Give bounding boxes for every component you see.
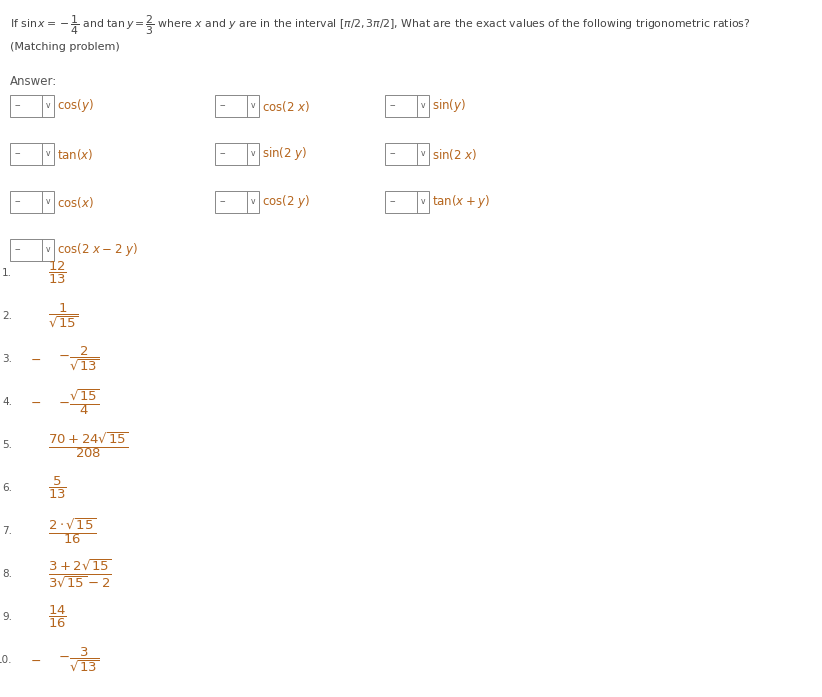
Bar [215, 143, 259, 165]
Text: --: -- [15, 197, 21, 206]
Text: $\sin(2\ x)$: $\sin(2\ x)$ [432, 146, 478, 162]
Text: 7.: 7. [2, 526, 12, 536]
Text: v: v [45, 245, 50, 254]
Text: v: v [421, 197, 425, 206]
Text: --: -- [15, 149, 21, 158]
Text: --: -- [390, 149, 396, 158]
Text: $\sin(y)$: $\sin(y)$ [432, 98, 466, 114]
Text: $\dfrac{1}{\sqrt{15}}$: $\dfrac{1}{\sqrt{15}}$ [48, 302, 79, 330]
Text: $\cos(2\ y)$: $\cos(2\ y)$ [262, 194, 310, 210]
Bar [10, 239, 54, 261]
Bar [215, 191, 259, 213]
Text: $\cos(2\ x)$: $\cos(2\ x)$ [262, 98, 310, 114]
Bar [10, 95, 54, 117]
Bar [385, 143, 429, 165]
Text: v: v [251, 102, 255, 111]
Text: 8.: 8. [2, 569, 12, 579]
Text: $\dfrac{14}{16}$: $\dfrac{14}{16}$ [48, 604, 67, 630]
Text: $-$: $-$ [30, 395, 41, 408]
Text: --: -- [219, 102, 226, 111]
Text: $\cos(2\ x - 2\ y)$: $\cos(2\ x - 2\ y)$ [57, 241, 138, 259]
Text: $\dfrac{5}{13}$: $\dfrac{5}{13}$ [48, 475, 67, 501]
Bar [385, 191, 429, 213]
Text: $-$: $-$ [30, 654, 41, 666]
Text: $\dfrac{70+24\sqrt{15}}{208}$: $\dfrac{70+24\sqrt{15}}{208}$ [48, 430, 128, 460]
Text: v: v [421, 102, 425, 111]
Text: $\cos(x)$: $\cos(x)$ [57, 194, 94, 210]
Text: v: v [251, 149, 255, 158]
Text: --: -- [390, 102, 396, 111]
Text: --: -- [219, 149, 226, 158]
Text: $\dfrac{12}{13}$: $\dfrac{12}{13}$ [48, 260, 67, 286]
Text: --: -- [15, 245, 21, 254]
Text: 3.: 3. [2, 354, 12, 364]
Text: --: -- [219, 197, 226, 206]
Text: $\cos(y)$: $\cos(y)$ [57, 98, 94, 114]
Text: --: -- [390, 197, 396, 206]
Text: 6.: 6. [2, 483, 12, 493]
Text: 2.: 2. [2, 311, 12, 321]
Text: (Matching problem): (Matching problem) [10, 42, 120, 52]
Text: v: v [251, 197, 255, 206]
Text: $\tan(x)$: $\tan(x)$ [57, 146, 94, 162]
Text: 1.: 1. [2, 268, 12, 278]
Text: v: v [45, 197, 50, 206]
Bar [385, 95, 429, 117]
Text: v: v [45, 149, 50, 158]
Text: $-\dfrac{3}{\sqrt{13}}$: $-\dfrac{3}{\sqrt{13}}$ [58, 646, 99, 674]
Text: v: v [45, 102, 50, 111]
Text: $\dfrac{2\cdot\sqrt{15}}{16}$: $\dfrac{2\cdot\sqrt{15}}{16}$ [48, 516, 96, 546]
Text: $-\dfrac{\sqrt{15}}{4}$: $-\dfrac{\sqrt{15}}{4}$ [58, 387, 99, 417]
Text: $-$: $-$ [30, 353, 41, 365]
Text: $\sin(2\ y)$: $\sin(2\ y)$ [262, 146, 307, 162]
Text: 5.: 5. [2, 440, 12, 450]
Text: $\dfrac{3+2\sqrt{15}}{3\sqrt{15}-2}$: $\dfrac{3+2\sqrt{15}}{3\sqrt{15}-2}$ [48, 558, 112, 590]
Text: $-\dfrac{2}{\sqrt{13}}$: $-\dfrac{2}{\sqrt{13}}$ [58, 345, 99, 373]
Bar [10, 143, 54, 165]
Bar [215, 95, 259, 117]
Text: Answer:: Answer: [10, 75, 58, 88]
Text: v: v [421, 149, 425, 158]
Bar [10, 191, 54, 213]
Text: $\tan(x + y)$: $\tan(x + y)$ [432, 194, 490, 210]
Text: 4.: 4. [2, 397, 12, 407]
Text: 9.: 9. [2, 612, 12, 622]
Text: --: -- [15, 102, 21, 111]
Text: 10.: 10. [0, 655, 12, 665]
Text: If $\sin x = -\dfrac{1}{4}$ and $\tan y = \dfrac{2}{3}$ where $x$ and $y$ are in: If $\sin x = -\dfrac{1}{4}$ and $\tan y … [10, 14, 750, 38]
